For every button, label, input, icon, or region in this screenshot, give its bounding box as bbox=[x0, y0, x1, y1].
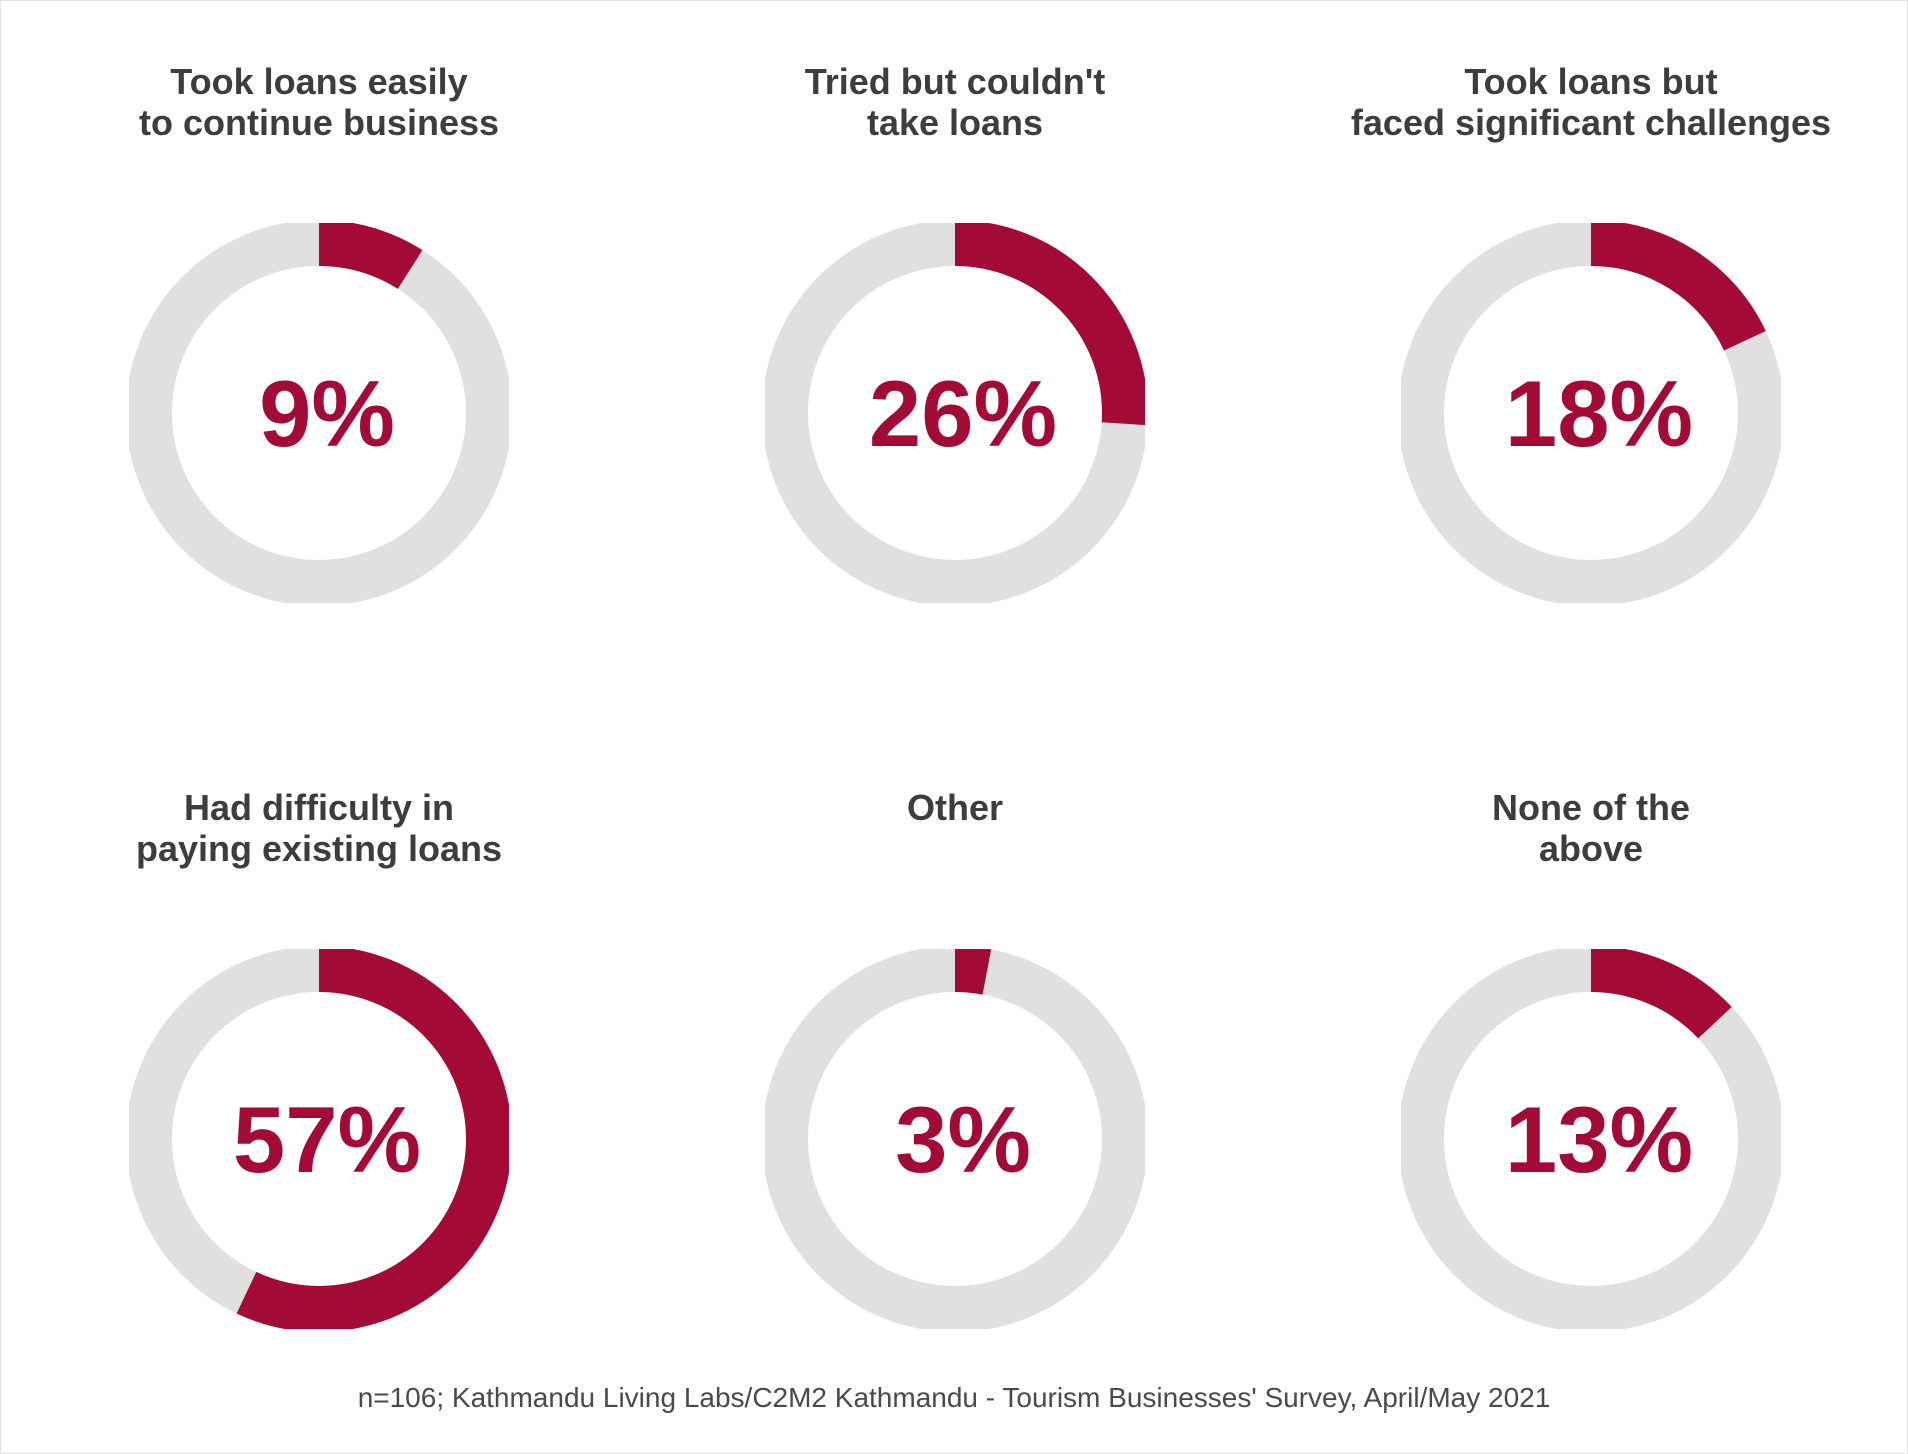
donut-chart: 13% bbox=[1401, 949, 1781, 1329]
donut-value-arc bbox=[1401, 949, 1781, 1329]
panel-title: Had difficulty in paying existing loans bbox=[135, 787, 503, 869]
panel-title: Took loans easily to continue business bbox=[138, 61, 500, 143]
donut-value-label: 18% bbox=[1505, 361, 1693, 466]
panel-title: None of the above bbox=[1492, 787, 1690, 869]
panel-title: Took loans but faced significant challen… bbox=[1350, 61, 1832, 143]
panel-title: Tried but couldn't take loans bbox=[804, 61, 1106, 143]
donut-panel: Tried but couldn't take loans 26% bbox=[637, 1, 1273, 727]
donut-panel: None of the above 13% bbox=[1273, 727, 1908, 1453]
donut-panel: Took loans but faced significant challen… bbox=[1273, 1, 1908, 727]
donut-value-label: 3% bbox=[895, 1087, 1031, 1192]
panel-title: Other bbox=[906, 787, 1003, 828]
donut-value-label: 57% bbox=[233, 1087, 421, 1192]
donut-value-label: 26% bbox=[869, 361, 1057, 466]
donut-value-arc bbox=[1401, 223, 1781, 603]
donut-value-arc bbox=[129, 223, 509, 603]
donut-value-arc bbox=[765, 223, 1145, 603]
donut-value-label: 13% bbox=[1505, 1087, 1693, 1192]
donut-chart: 9% bbox=[129, 223, 509, 603]
donut-value-arc bbox=[129, 949, 509, 1329]
donut-panel: Had difficulty in paying existing loans 5… bbox=[1, 727, 637, 1453]
donut-chart: 57% bbox=[129, 949, 509, 1329]
donut-chart: 26% bbox=[765, 223, 1145, 603]
donut-panel: Other 3% bbox=[637, 727, 1273, 1453]
donut-value-arc bbox=[765, 949, 1145, 1329]
donut-value-label: 9% bbox=[259, 361, 395, 466]
donut-chart: 18% bbox=[1401, 223, 1781, 603]
donut-chart: 3% bbox=[765, 949, 1145, 1329]
donut-grid: Took loans easily to continue business 9%… bbox=[1, 1, 1907, 1381]
donut-panel: Took loans easily to continue business 9% bbox=[1, 1, 637, 727]
source-note: n=106; Kathmandu Living Labs/C2M2 Kathma… bbox=[357, 1382, 1551, 1413]
